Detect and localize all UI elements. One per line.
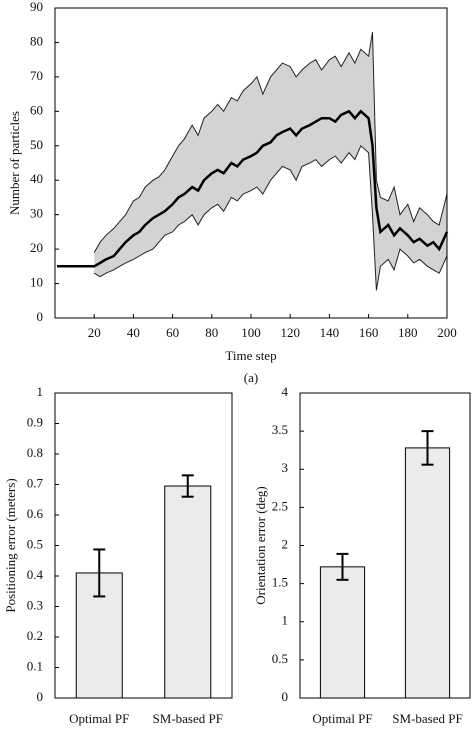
- y-tick-label: 20: [30, 240, 43, 255]
- band-area: [94, 32, 447, 291]
- y-tick-label: 0.1: [27, 658, 43, 673]
- y-tick-label: 0.8: [27, 445, 43, 460]
- bar: [164, 485, 212, 699]
- x-tick-label: 120: [280, 325, 300, 340]
- y-tick-label: 0: [282, 689, 289, 704]
- y-tick-label: 0.5: [272, 651, 288, 666]
- y-tick-label: 1: [282, 613, 289, 628]
- bar: [404, 447, 451, 699]
- plot-frame: [54, 392, 233, 699]
- x-tick-label: 60: [166, 325, 179, 340]
- caption: (a): [244, 370, 258, 385]
- x-tick-label: 100: [241, 325, 261, 340]
- y-tick-label: 40: [30, 171, 43, 186]
- y-tick-label: 1.5: [272, 575, 288, 590]
- band-lower: [93, 144, 448, 291]
- x-tick-label: Optimal PF: [69, 711, 129, 726]
- y-tick-label: 90: [30, 0, 43, 14]
- y-tick-label: 1: [37, 384, 44, 399]
- y-tick-label: 3: [282, 460, 289, 475]
- y-tick-label: 10: [30, 275, 43, 290]
- y-tick-label: 0: [37, 309, 44, 324]
- x-tick-label: 200: [437, 325, 457, 340]
- y-axis-label: Orientation error (deg): [253, 486, 268, 604]
- x-tick-label: 80: [205, 325, 218, 340]
- x-tick-label: SM-based PF: [153, 711, 223, 726]
- y-tick-label: 4: [282, 384, 289, 399]
- y-tick-label: 30: [30, 206, 43, 221]
- y-axis-label: Number of particles: [7, 111, 22, 215]
- y-tick-label: 0.9: [27, 414, 43, 429]
- y-axis-label: Positioning error (meters): [3, 478, 18, 612]
- band-upper: [93, 32, 448, 253]
- x-tick-label: SM-based PF: [392, 711, 462, 726]
- plot-frame: [299, 392, 471, 699]
- y-tick-label: 2: [282, 536, 289, 551]
- y-tick-label: 50: [30, 137, 43, 152]
- y-tick-label: 60: [30, 102, 43, 117]
- x-tick-label: 180: [398, 325, 418, 340]
- x-axis-label: Time step: [225, 348, 276, 363]
- y-tick-label: 80: [30, 33, 43, 48]
- x-tick-label: 40: [127, 325, 140, 340]
- y-tick-label: 2.5: [272, 498, 288, 513]
- x-tick-label: 140: [320, 325, 340, 340]
- y-tick-label: 0.4: [27, 567, 44, 582]
- y-tick-label: 0.6: [27, 506, 44, 521]
- plot-frame: [54, 7, 448, 319]
- mean-line: [57, 109, 449, 268]
- bar: [319, 566, 366, 699]
- x-tick-label: Optimal PF: [312, 711, 372, 726]
- y-tick-label: 0.2: [27, 628, 43, 643]
- x-tick-label: 160: [359, 325, 379, 340]
- y-tick-label: 3.5: [272, 422, 288, 437]
- y-tick-label: 0.5: [27, 536, 43, 551]
- y-tick-label: 0.3: [27, 597, 43, 612]
- y-tick-label: 0: [37, 689, 44, 704]
- x-tick-label: 20: [88, 325, 101, 340]
- y-tick-label: 0.7: [27, 475, 44, 490]
- y-tick-label: 70: [30, 68, 43, 83]
